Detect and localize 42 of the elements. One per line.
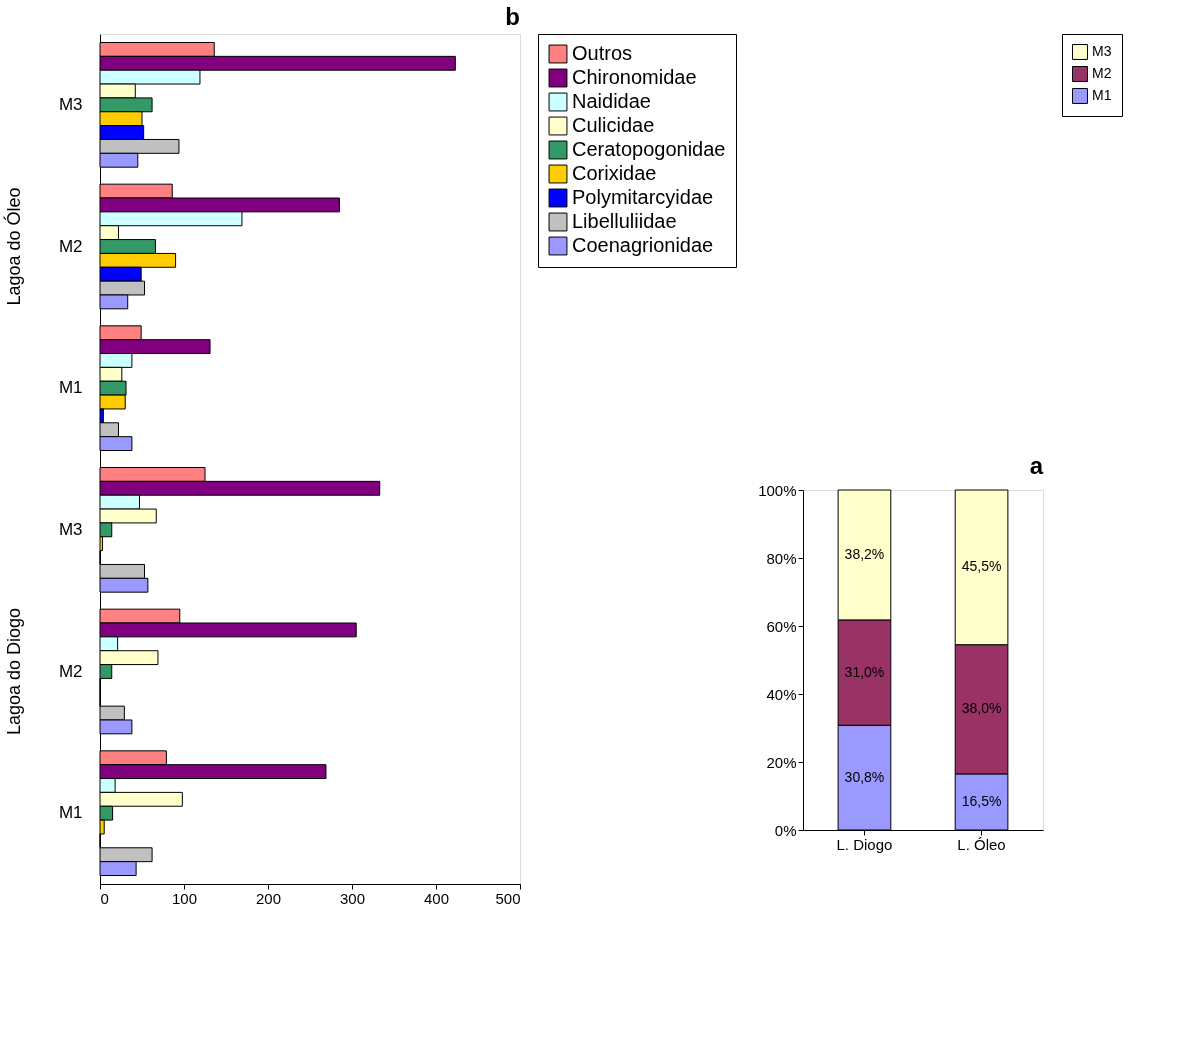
legend-label: Polymitarcyidae: [572, 186, 714, 208]
legend-label: M2: [1092, 65, 1112, 81]
x-tick-label: 0: [100, 889, 109, 907]
text: Lagoa do Óleo: [3, 187, 24, 306]
x-tick-label: L. Diogo: [836, 835, 893, 853]
data-label: 45,5%: [961, 558, 1002, 575]
legend-label: Culicidae: [572, 114, 655, 136]
legend-label: M3: [1092, 43, 1112, 59]
x-tick-label: 200: [255, 889, 282, 907]
x-tick-label: L. Óleo: [957, 835, 1006, 853]
legend-label: M1: [1092, 87, 1112, 103]
y-tick-label: M1: [58, 803, 83, 823]
x-tick-label: 400: [423, 889, 450, 907]
data-label: 16,5%: [961, 792, 1002, 809]
y-tick-label: M1: [58, 378, 83, 398]
x-tick-label: 500: [495, 889, 521, 907]
chart-title: a: [1029, 452, 1044, 479]
legend-label: Coenagrionidae: [572, 234, 714, 256]
data-label: 31,0%: [844, 663, 885, 680]
data-label: 38,0%: [961, 700, 1002, 717]
legend-label: Chironomidae: [572, 66, 697, 88]
y-tick-label: M2: [58, 661, 83, 681]
legend-label: Naididae: [572, 90, 651, 112]
y-tick-label: 60%: [766, 617, 797, 635]
chart-title: b: [505, 2, 520, 30]
y-tick-label: 40%: [766, 685, 797, 703]
y-tick-label: M3: [58, 94, 83, 114]
x-tick-label: 100: [171, 889, 198, 907]
data-label: 30,8%: [844, 768, 885, 785]
legend-label: Outros: [572, 42, 633, 64]
text: Lagoa do Diogo: [4, 607, 24, 736]
legend-label: Libelluliidae: [572, 210, 677, 232]
y-tick-label: 100%: [758, 481, 797, 499]
legend-label: Corixidae: [572, 162, 657, 184]
y-tick-label: M3: [58, 519, 83, 539]
y-tick-label: 80%: [766, 549, 797, 567]
y-tick-label: M2: [58, 236, 83, 256]
x-tick-label: 300: [339, 889, 366, 907]
data-label: 38,2%: [844, 545, 885, 562]
y-tick-label: 20%: [766, 753, 797, 771]
legend-label: Ceratopogonidae: [572, 138, 726, 160]
y-tick-label: 0%: [774, 821, 797, 839]
